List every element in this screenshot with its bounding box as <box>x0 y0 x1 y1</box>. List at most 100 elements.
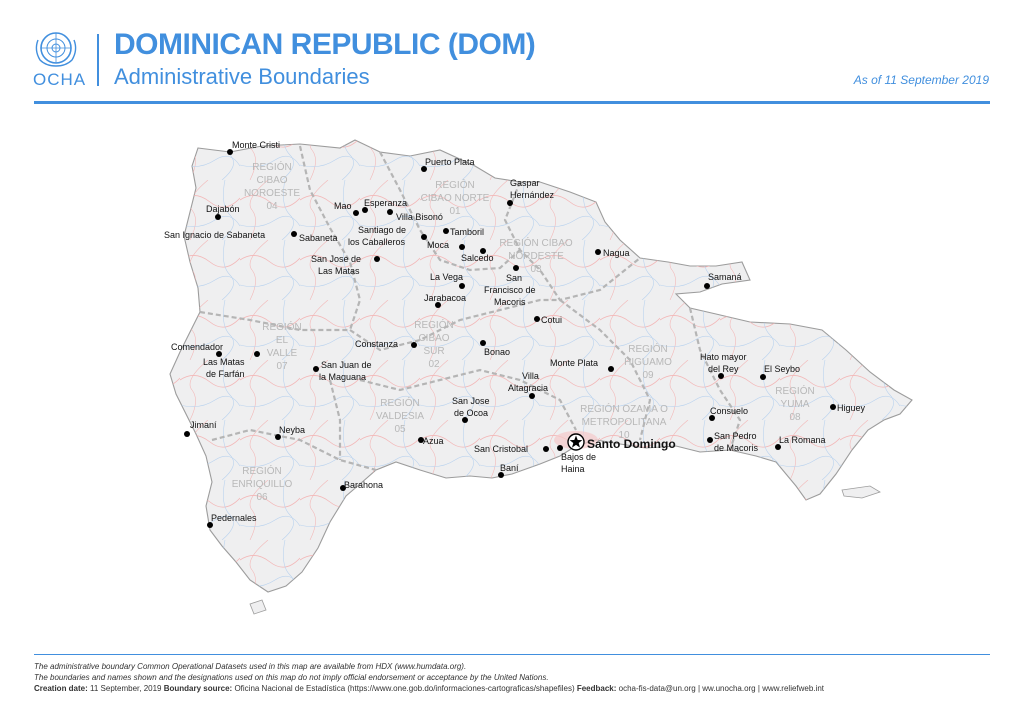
dot-icon <box>513 265 519 271</box>
city-label: Jimaní <box>190 420 217 430</box>
city-label: Dajabón <box>206 204 240 214</box>
region-label-cibao-norte: REGIÓN CIBAO NORTE 01 <box>421 178 490 217</box>
dot-icon <box>718 373 724 379</box>
city-label: La Vega <box>430 272 463 282</box>
city-label: Gaspar Hernández <box>510 178 555 200</box>
city-label: Sabaneta <box>299 233 338 243</box>
unocha-link[interactable]: ww.unocha.org <box>702 684 756 693</box>
region-label-higuamo: REGIÓN HIGUAMO 09 <box>624 342 672 381</box>
dot-icon <box>291 231 297 237</box>
footer-credits: Creation date: 11 September, 2019 Bounda… <box>34 683 994 694</box>
dot-icon <box>608 366 614 372</box>
city-label: La Romana <box>779 435 826 445</box>
region-label-yuma: REGIÓN YUMA 08 <box>775 384 814 423</box>
dot-icon <box>275 434 281 440</box>
city-label: Bonao <box>484 347 510 357</box>
footer-separator: | <box>697 684 701 693</box>
city-label: Esperanza <box>364 198 407 208</box>
header-rule <box>34 101 990 104</box>
feedback-email[interactable]: ocha-fis-data@un.org <box>618 684 696 693</box>
dot-icon <box>353 210 359 216</box>
dot-icon <box>443 228 449 234</box>
city-label: Higuey <box>837 403 866 413</box>
city-label: Salcedo <box>461 253 494 263</box>
footer-disclaimer-data: The administrative boundary Common Opera… <box>34 662 467 671</box>
dot-icon <box>387 209 393 215</box>
dot-icon <box>421 166 427 172</box>
dot-icon <box>543 446 549 452</box>
map-footer: The administrative boundary Common Opera… <box>34 661 994 694</box>
dot-icon <box>830 404 836 410</box>
dot-icon <box>227 149 233 155</box>
city-label: Barahona <box>344 480 383 490</box>
capital-marker[interactable]: Santo Domingo <box>567 433 676 451</box>
city-label: San Ignacio de Sabaneta <box>164 230 265 240</box>
city-label: Pedernales <box>211 513 257 523</box>
city-label: Bajos de Haina <box>561 452 596 474</box>
page-subtitle: Administrative Boundaries <box>114 64 370 89</box>
city-label: San Juan de la Maguana <box>319 360 372 382</box>
as-of-date: As of 11 September 2019 <box>853 73 989 87</box>
land-mass <box>169 139 913 615</box>
footer-rule <box>34 654 990 655</box>
dot-icon <box>254 351 260 357</box>
city-label: San Jose de Ocoa <box>452 396 490 418</box>
dot-icon <box>529 393 535 399</box>
city-label: San Cristobal <box>474 444 528 454</box>
city-label: Las Matas de Farfán <box>203 357 245 379</box>
dot-icon <box>595 249 601 255</box>
dot-icon <box>557 445 563 451</box>
dot-icon <box>534 316 540 322</box>
capital-label: Santo Domingo <box>587 437 676 451</box>
region-label-cibao-noroeste: REGIÓN CIBAO NOROESTE 04 <box>244 160 300 212</box>
city-label: Villa Altagracia <box>508 371 548 393</box>
region-labels: REGIÓN CIBAO NOROESTE 04 REGIÓN CIBAO NORTE 0… <box>232 160 815 503</box>
dot-icon <box>362 207 368 213</box>
city-label: Consuelo <box>710 406 748 416</box>
dot-icon <box>435 302 441 308</box>
boundary-source-value[interactable]: Oficina Nacional de Estadística (https:/… <box>234 684 575 693</box>
header-divider <box>97 34 99 86</box>
city-label: Monte Plata <box>550 358 598 368</box>
map-header: OCHA DOMINICAN REPUBLIC (DOM) Administra… <box>0 0 1024 104</box>
dot-icon <box>374 256 380 262</box>
city-label: Hato mayor del Rey <box>700 352 747 374</box>
dot-icon <box>459 283 465 289</box>
city-label: San Pedro de Macoris <box>714 431 759 453</box>
city-label: Neyba <box>279 425 305 435</box>
dot-icon <box>480 340 486 346</box>
city-label: Villa Bisonó <box>396 212 443 222</box>
dot-icon <box>760 374 766 380</box>
city-label: San Jose de Las Matas <box>311 254 361 276</box>
dot-icon <box>462 417 468 423</box>
dot-icon <box>418 437 424 443</box>
dot-icon <box>184 431 190 437</box>
dot-icon <box>498 472 504 478</box>
city-label: Comendador <box>171 342 223 352</box>
city-label: Azua <box>423 436 444 446</box>
city-label: El Seybo <box>764 364 800 374</box>
city-label: Baní <box>500 463 519 473</box>
dot-icon <box>480 248 486 254</box>
reliefweb-link[interactable]: www.reliefweb.int <box>762 684 824 693</box>
city-label: Samaná <box>708 272 742 282</box>
boundary-source-label: Boundary source: <box>163 684 233 693</box>
dot-icon <box>704 283 710 289</box>
footer-separator: | <box>757 684 760 693</box>
creation-date-label: Creation date: <box>34 684 88 693</box>
city-label: Santiago de los Caballeros <box>348 225 406 247</box>
city-label: Nagua <box>603 248 630 258</box>
dot-icon <box>340 485 346 491</box>
creation-date-value: 11 September, 2019 <box>90 684 162 693</box>
city-label: Cotui <box>541 315 562 325</box>
city-label: Jarabacoa <box>424 293 466 303</box>
star-icon <box>569 435 583 448</box>
dot-icon <box>775 444 781 450</box>
dot-icon <box>459 244 465 250</box>
region-boundaries <box>199 145 742 472</box>
region-label-el-valle: REGIÓN EL VALLE 07 <box>262 320 301 372</box>
feedback-label: Feedback: <box>576 684 617 693</box>
region-label-enriquillo: REGIÓN ENRIQUILLO 06 <box>232 464 293 503</box>
city-label: Tamboril <box>450 227 484 237</box>
